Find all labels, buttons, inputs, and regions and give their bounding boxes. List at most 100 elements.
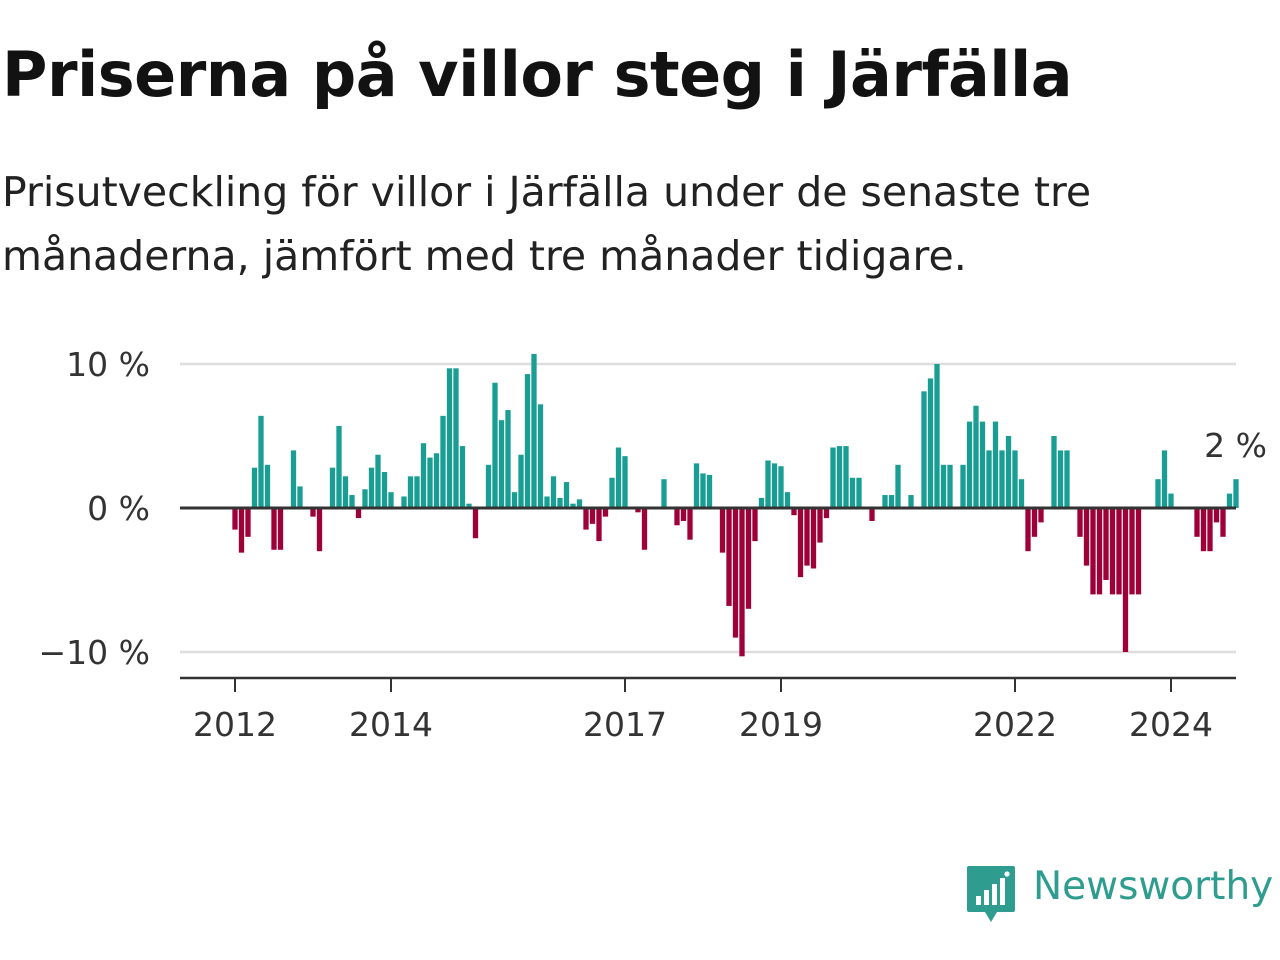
bar-positive <box>934 364 940 508</box>
bar-negative <box>791 508 797 516</box>
bar-negative <box>1103 508 1109 580</box>
axes <box>180 506 1236 692</box>
bar-positive <box>329 467 336 508</box>
bar-positive <box>615 447 622 508</box>
x-tick-label: 2022 <box>973 705 1057 744</box>
bar-positive <box>485 464 492 508</box>
bar-negative <box>1135 508 1142 595</box>
bar-negative <box>739 508 745 657</box>
bar-positive <box>557 497 563 508</box>
bar-negative <box>680 508 687 521</box>
y-tick-label: −10 % <box>39 633 151 672</box>
bar-positive <box>1161 450 1168 508</box>
bar-positive <box>498 420 505 508</box>
bar-chart-speech-bubble-icon <box>967 866 1015 922</box>
bar-negative <box>687 508 693 540</box>
bar-positive <box>459 446 466 508</box>
bar-positive <box>407 476 414 508</box>
bar-positive <box>895 464 901 508</box>
bar-positive <box>843 446 849 508</box>
bar-negative <box>804 508 810 566</box>
chart-title: Priserna på villor steg i Järfälla <box>2 38 1073 111</box>
bar-positive <box>1226 493 1233 508</box>
bar-positive <box>966 421 973 508</box>
bar-negative <box>719 508 726 553</box>
bar-negative <box>810 508 817 569</box>
bar-positive <box>251 467 258 508</box>
bar-positive <box>446 368 453 508</box>
bar-negative <box>232 508 238 530</box>
bar-positive <box>999 450 1005 508</box>
bar-positive <box>349 495 355 508</box>
bar-negative <box>641 508 648 550</box>
bar-positive <box>836 446 843 508</box>
y-tick-label: 10 % <box>66 345 150 384</box>
bar-negative <box>726 508 732 606</box>
bar-positive <box>420 443 427 508</box>
bar-negative <box>1109 508 1116 595</box>
bar-positive <box>492 382 498 508</box>
bar-negative <box>1077 508 1083 537</box>
bar-positive <box>414 476 420 508</box>
bar-positive <box>381 472 388 508</box>
bar-negative <box>869 508 875 521</box>
bar-positive <box>550 476 557 508</box>
bar-positive <box>375 454 381 508</box>
bar-positive <box>882 495 888 508</box>
bar-positive <box>537 404 544 508</box>
bar-positive <box>758 497 765 508</box>
bar-positive <box>706 474 713 508</box>
bar-negative <box>602 508 609 517</box>
bar-positive <box>290 450 297 508</box>
bar-positive <box>264 464 271 508</box>
bar-negative <box>271 508 277 550</box>
bar-positive <box>544 496 550 508</box>
bar-positive <box>466 503 472 508</box>
bar-negative <box>355 508 362 519</box>
bar-negative <box>823 508 830 519</box>
bar-positive <box>1018 479 1025 508</box>
bar-positive <box>986 450 992 508</box>
bar-negative <box>1025 508 1031 552</box>
bar-positive <box>778 466 784 508</box>
y-tick-label: 0 % <box>87 489 150 528</box>
bar-negative <box>1096 508 1103 595</box>
bar-positive <box>401 496 407 508</box>
bar-positive <box>979 421 986 508</box>
bar-positive <box>830 447 836 508</box>
bar-negative <box>1090 508 1096 595</box>
bar-negative <box>1116 508 1122 595</box>
bar-positive <box>531 353 537 508</box>
bar-positive <box>992 421 999 508</box>
bar-negative <box>1213 508 1220 523</box>
bar-positive <box>784 492 791 508</box>
bar-negative <box>1122 508 1129 652</box>
bar-positive <box>511 492 518 508</box>
gridlines <box>180 362 1236 654</box>
bars <box>232 353 1239 657</box>
bar-positive <box>258 415 264 508</box>
bar-positive <box>856 477 862 508</box>
bar-negative <box>310 508 316 517</box>
bar-negative <box>674 508 680 526</box>
bar-positive <box>921 391 927 508</box>
newsworthy-logo: Newsworthy <box>965 862 1280 932</box>
bar-negative <box>817 508 823 543</box>
bar-positive <box>609 477 615 508</box>
bar-positive <box>947 464 953 508</box>
x-tick-label: 2024 <box>1129 705 1213 744</box>
bar-negative <box>1031 508 1038 537</box>
bar-positive <box>927 378 934 508</box>
bar-positive <box>368 467 375 508</box>
bar-positive <box>388 492 394 508</box>
bar-positive <box>336 425 342 508</box>
bar-positive <box>1155 479 1161 508</box>
bar-positive <box>362 489 368 508</box>
bar-positive <box>940 464 947 508</box>
bar-positive <box>661 479 667 508</box>
bar-positive <box>342 476 349 508</box>
bar-negative <box>245 508 251 537</box>
bar-positive <box>765 460 771 508</box>
bar-positive <box>888 495 895 508</box>
bar-positive <box>1233 479 1239 508</box>
